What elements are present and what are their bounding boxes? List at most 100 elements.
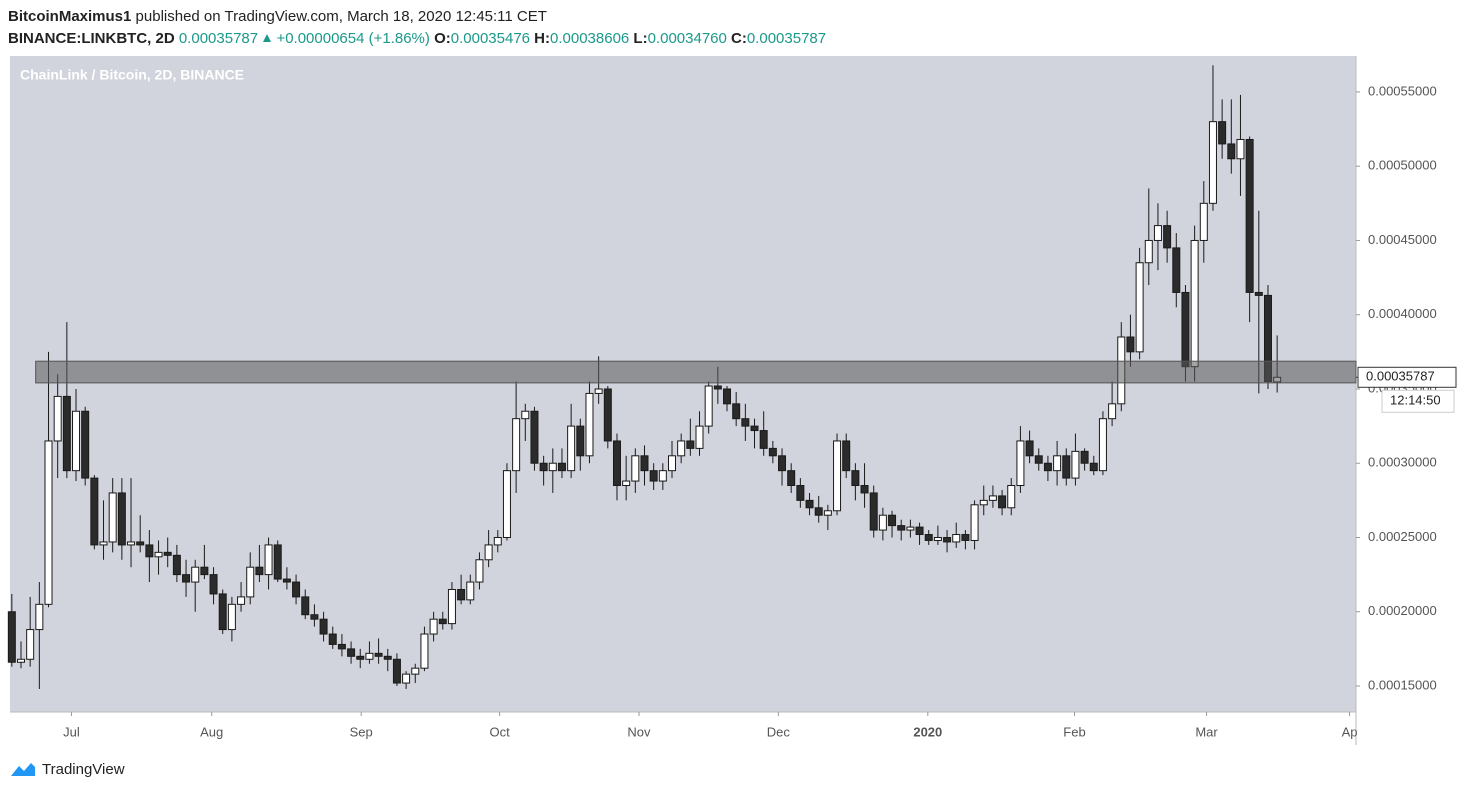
candle-body xyxy=(200,566,209,576)
x-tick-label: Sep xyxy=(350,724,373,739)
candle-body xyxy=(466,581,475,601)
candle-body xyxy=(796,485,805,501)
candle-body xyxy=(1080,450,1089,464)
candle-body xyxy=(851,470,860,487)
candle-body xyxy=(695,425,704,449)
candle-body xyxy=(1062,455,1071,479)
candle-body xyxy=(26,629,35,660)
candle-body xyxy=(1218,121,1227,145)
candle-body xyxy=(99,541,108,546)
candle-body xyxy=(869,492,878,531)
candle-body xyxy=(347,648,356,657)
x-tick-label: Dec xyxy=(767,724,791,739)
candle-body xyxy=(713,385,722,390)
candle-body xyxy=(447,588,456,625)
candle-body xyxy=(292,581,301,598)
x-tick-label: Oct xyxy=(490,724,511,739)
candle-body xyxy=(227,603,236,631)
candle-body xyxy=(631,455,640,482)
candle-body xyxy=(44,440,53,605)
candle-body xyxy=(897,525,906,531)
x-tick-label: 2020 xyxy=(913,724,942,739)
candle-body xyxy=(273,544,282,580)
candle-body xyxy=(484,544,493,561)
candle-body xyxy=(1144,239,1153,264)
candle-body xyxy=(182,574,191,583)
candle-body xyxy=(209,574,218,595)
ohlc-label: L: xyxy=(633,30,648,47)
candle-body xyxy=(90,477,99,546)
x-tick-label: Aug xyxy=(200,724,223,739)
candle-body xyxy=(328,633,337,645)
candle-body xyxy=(640,455,649,472)
candle-body xyxy=(677,440,686,457)
published: published on TradingView.com, March 18, … xyxy=(135,8,547,25)
candle-body xyxy=(1053,455,1062,472)
ohlc-value: 0.00038606 xyxy=(550,30,630,47)
symbol: BINANCE:LINKBTC, 2D xyxy=(8,30,175,47)
candle-body xyxy=(814,507,823,516)
candle-body xyxy=(1227,143,1236,160)
candle-body xyxy=(860,485,869,494)
candle-body xyxy=(282,578,291,583)
candle-body xyxy=(768,447,777,457)
candle-body xyxy=(35,603,44,631)
candle-body xyxy=(493,536,502,546)
candle-body xyxy=(512,418,521,472)
candle-body xyxy=(1236,138,1245,160)
candle-body xyxy=(1007,485,1016,509)
candle-body xyxy=(1181,291,1190,368)
candle-body xyxy=(833,440,842,512)
candle-body xyxy=(383,655,392,660)
y-tick-label: 0.00050000 xyxy=(1368,158,1437,173)
candle-body xyxy=(1245,138,1254,293)
candle-body xyxy=(567,425,576,472)
candle-body xyxy=(603,388,612,442)
candle-body xyxy=(924,534,933,541)
candle-body xyxy=(979,499,988,506)
last-price-label: 0.00035787 xyxy=(1366,369,1435,384)
candle-body xyxy=(356,655,365,660)
candle-body xyxy=(237,596,246,605)
ohlc-label: H: xyxy=(534,30,550,47)
ohlc-value: 0.00035787 xyxy=(746,30,827,47)
candle-body xyxy=(933,536,942,541)
candle-body xyxy=(127,541,136,546)
candle-body xyxy=(365,652,374,660)
candle-body xyxy=(1089,462,1098,472)
ohlc-value: 0.00034760 xyxy=(647,30,727,47)
candle-body xyxy=(539,462,548,472)
ohlc-label: O: xyxy=(434,30,451,47)
candle-body xyxy=(337,643,346,650)
x-tick-label: Jul xyxy=(63,724,80,739)
price: 0.00035787 xyxy=(178,30,259,47)
candle-body xyxy=(1034,455,1043,464)
logo xyxy=(11,763,35,776)
candle-body xyxy=(787,470,796,487)
candle-body xyxy=(310,614,319,620)
y-tick-label: 0.00030000 xyxy=(1368,455,1437,470)
candle-body xyxy=(585,392,594,457)
candle-body xyxy=(1208,121,1217,204)
candle-body xyxy=(557,462,566,472)
x-tick-label: Nov xyxy=(627,724,651,739)
resistance-zone xyxy=(35,360,1357,384)
up-arrow xyxy=(263,34,272,42)
candle-body xyxy=(658,470,667,482)
header-line-2: BINANCE:LINKBTC, 2D 0.00035787 +0.000006… xyxy=(8,28,826,50)
candle-body xyxy=(612,440,621,487)
candle-body xyxy=(402,673,411,684)
candle-body xyxy=(255,566,264,576)
candle-body xyxy=(1071,450,1080,479)
candle-body xyxy=(1025,440,1034,457)
candle-body xyxy=(759,430,768,449)
candle-body xyxy=(264,544,273,576)
candle-body xyxy=(438,618,447,625)
candle-body xyxy=(62,395,71,472)
candle-body xyxy=(154,551,163,558)
candle-body xyxy=(741,418,750,427)
candle-body xyxy=(163,551,172,556)
change: +0.00000654 (+1.86%) xyxy=(276,30,430,47)
